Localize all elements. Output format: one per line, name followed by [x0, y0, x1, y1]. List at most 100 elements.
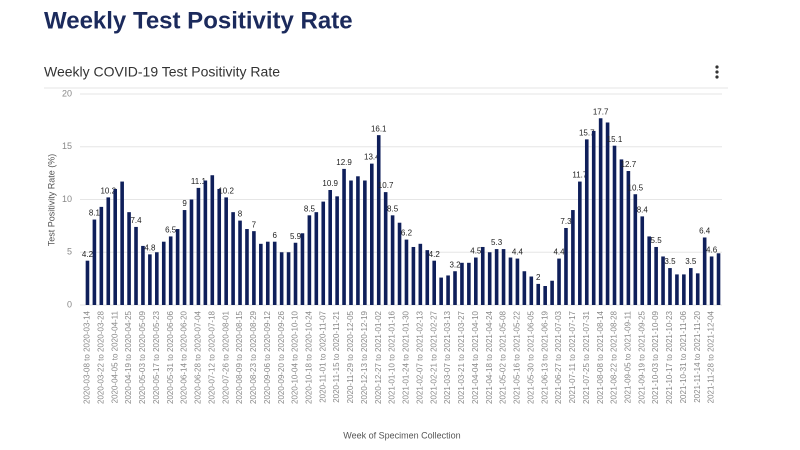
data-label: 4.4: [512, 248, 524, 257]
bar: [335, 196, 339, 305]
x-tick-label: 2021-09-19 to 2021-09-25: [637, 310, 646, 404]
bar: [543, 286, 547, 305]
data-label: 4.5: [470, 247, 482, 256]
bar: [106, 197, 111, 305]
x-tick-label: 2021-02-21 to 2021-02-27: [429, 310, 438, 404]
bar: [619, 159, 624, 305]
y-tick-label: 20: [62, 88, 72, 98]
data-label: 15.7: [579, 128, 595, 137]
bar: [134, 226, 138, 305]
bar: [605, 122, 610, 305]
data-label: 6.2: [401, 229, 413, 238]
bar: [432, 260, 437, 305]
data-label: 5.3: [491, 238, 503, 247]
bar: [661, 256, 665, 305]
data-label: 8.5: [387, 204, 399, 213]
data-label: 7.3: [560, 217, 572, 226]
x-tick-label: 2021-10-03 to 2021-10-09: [651, 310, 660, 404]
data-label: 7.4: [130, 216, 142, 225]
data-label: 10.5: [628, 183, 644, 192]
y-tick-label: 15: [62, 141, 72, 151]
x-tick-label: 2021-06-27 to 2021-07-03: [554, 310, 563, 404]
bar: [487, 252, 492, 305]
x-tick-label: 2020-04-19 to 2020-04-25: [124, 310, 133, 404]
bar: [390, 215, 395, 305]
x-tick-label: 2021-05-16 to 2021-05-22: [513, 310, 522, 404]
bar: [695, 273, 700, 305]
data-label: 4.6: [706, 246, 718, 255]
x-tick-label: 2021-05-02 to 2021-05-08: [499, 310, 508, 404]
bar: [321, 201, 326, 305]
bar: [168, 236, 173, 305]
y-axis-label: Test Positivity Rate (%): [46, 154, 56, 247]
bar: [369, 163, 374, 305]
x-tick-label: 2021-01-24 to 2021-01-30: [402, 310, 411, 404]
bar: [238, 220, 242, 305]
x-tick-label: 2021-11-14 to 2021-11-20: [693, 310, 702, 402]
x-tick-label: 2020-11-15 to 2020-11-21: [332, 310, 341, 402]
bar: [418, 243, 423, 305]
data-label: 12.7: [621, 160, 637, 169]
bar: [356, 176, 360, 305]
bar: [349, 180, 353, 305]
bar: [654, 246, 658, 305]
data-label: 6.4: [699, 227, 711, 236]
data-label: 2: [536, 273, 541, 282]
bar: [376, 135, 381, 305]
y-tick-label: 0: [67, 299, 72, 309]
bar: [265, 241, 270, 305]
bar: [383, 192, 388, 305]
x-tick-label: 2021-03-07 to 2021-03-13: [443, 310, 452, 404]
data-label: 8.1: [89, 209, 101, 218]
bar: [411, 246, 416, 305]
bar: [300, 233, 305, 305]
bar: [245, 229, 249, 305]
y-tick-label: 10: [62, 194, 72, 204]
bar: [515, 258, 520, 305]
data-label: 10.2: [100, 186, 116, 195]
x-axis-label: Week of Specimen Collection: [343, 430, 460, 440]
data-label: 9: [182, 199, 187, 208]
bar: [148, 254, 152, 305]
data-label: 3.2: [449, 260, 461, 269]
data-label: 11.7: [572, 171, 588, 180]
bar: [536, 283, 541, 305]
bar: [259, 243, 263, 305]
bar: [99, 206, 104, 305]
x-tick-label: 2020-05-17 to 2020-05-23: [152, 310, 161, 404]
bar: [688, 268, 693, 305]
data-label: 4.2: [429, 250, 441, 259]
chart-title: Weekly COVID-19 Test Positivity Rate: [44, 64, 280, 80]
x-tick-label: 2021-03-21 to 2021-03-27: [457, 310, 466, 404]
x-tick-label: 2021-07-11 to 2021-07-17: [568, 310, 577, 403]
bar: [210, 175, 215, 305]
x-tick-label: 2021-02-07 to 2021-02-13: [415, 310, 424, 404]
bar: [397, 222, 402, 305]
bar: [709, 256, 714, 305]
bar: [474, 257, 478, 305]
bar: [203, 180, 208, 305]
bar: [522, 271, 527, 305]
bar: [141, 245, 145, 305]
bar: [404, 239, 409, 305]
bar: [578, 181, 582, 305]
x-tick-label: 2020-12-13 to 2020-12-19: [360, 310, 369, 404]
bar: [675, 274, 679, 305]
x-tick-label: 2020-05-31 to 2020-06-06: [166, 310, 175, 404]
x-tick-label: 2021-01-10 to 2021-01-16: [388, 310, 397, 404]
x-tick-label: 2021-11-28 to 2021-12-04: [707, 310, 716, 403]
bar: [494, 249, 499, 305]
bar: [307, 215, 312, 305]
data-label: 4.4: [553, 248, 565, 257]
x-tick-label: 2021-08-22 to 2021-08-28: [610, 310, 619, 404]
bar: [591, 130, 596, 305]
data-label: 15.1: [607, 135, 623, 144]
menu-button[interactable]: [715, 65, 719, 79]
x-tick-label: 2021-09-05 to 2021-09-11: [623, 310, 632, 403]
data-label: 4.2: [82, 250, 94, 259]
x-tick-label: 2020-09-06 to 2020-09-12: [263, 310, 272, 404]
bar: [328, 190, 332, 305]
x-tick-label: 2021-06-13 to 2021-06-19: [540, 310, 549, 404]
data-label: 5.5: [651, 236, 663, 245]
bar: [314, 212, 319, 305]
